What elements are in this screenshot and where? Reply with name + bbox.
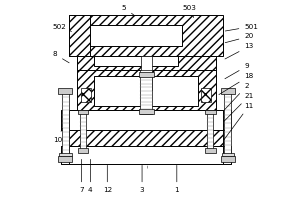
Bar (76, 56, 215, 70)
Bar (58, 156, 72, 162)
Bar (58, 153, 71, 156)
Bar (205, 110, 215, 114)
Bar (205, 148, 215, 153)
Bar (76, 70, 215, 110)
Bar (139, 72, 154, 77)
Bar (58, 88, 72, 94)
Text: 4: 4 (88, 159, 93, 193)
Text: 502: 502 (53, 24, 71, 31)
Text: 13: 13 (225, 43, 254, 59)
Text: 503: 503 (183, 5, 197, 18)
Bar (224, 90, 231, 154)
Text: 20: 20 (225, 33, 254, 43)
Bar (61, 90, 69, 154)
Bar (94, 76, 198, 106)
Bar (61, 146, 231, 164)
Bar (221, 156, 235, 162)
Text: 1: 1 (175, 165, 179, 193)
Bar (94, 56, 178, 66)
Bar (224, 146, 231, 164)
Bar (69, 146, 224, 164)
Text: 21: 21 (224, 93, 254, 121)
Bar (69, 15, 224, 56)
Bar (221, 153, 234, 156)
Text: 9: 9 (225, 63, 249, 79)
Bar (69, 110, 224, 146)
Text: 3: 3 (140, 165, 144, 193)
Bar (61, 146, 69, 164)
Bar (82, 88, 92, 102)
Text: 7: 7 (79, 159, 84, 193)
Bar (80, 110, 86, 150)
Text: 10: 10 (53, 128, 62, 143)
Bar (139, 109, 154, 114)
Bar (140, 70, 152, 114)
Text: 11: 11 (224, 103, 254, 139)
Bar (69, 110, 224, 130)
Text: 5: 5 (122, 5, 135, 16)
Bar (141, 56, 152, 90)
Bar (77, 148, 88, 153)
Bar (207, 110, 213, 150)
Text: 12: 12 (103, 165, 112, 193)
Bar (61, 110, 231, 130)
Bar (224, 110, 231, 130)
Text: 501: 501 (225, 24, 258, 31)
Text: 8: 8 (53, 51, 69, 63)
Bar (61, 110, 69, 130)
Text: 2: 2 (224, 83, 249, 110)
Text: 18: 18 (219, 73, 254, 95)
Bar (201, 88, 211, 102)
Bar (77, 110, 88, 114)
Bar (221, 88, 235, 94)
Bar (90, 25, 182, 46)
Bar (69, 15, 90, 56)
